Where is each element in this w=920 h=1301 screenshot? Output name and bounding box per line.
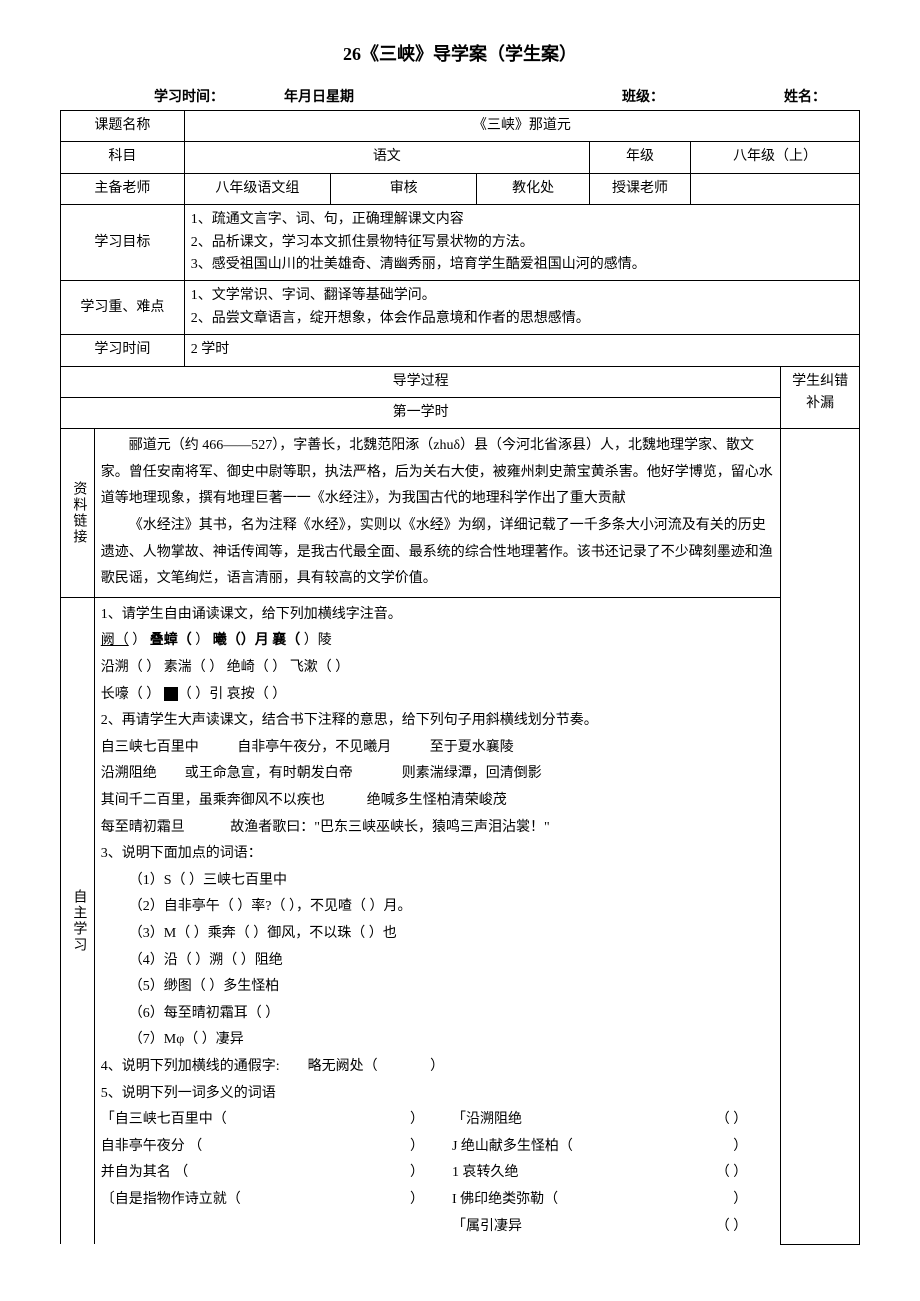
q5-right: I 佛印绝类弥勒（ [452,1192,558,1207]
correction-header: 学生纠错补漏 [781,366,860,429]
class-label: 班级： [622,86,664,106]
q1-line: 阙（ ） 叠蟑（ ） 曦（）月 襄（ ）陵 [101,628,774,655]
subject-label: 科目 [61,142,185,173]
q1-head: 1、请学生自由诵读课文，给下列加横线字注音。 [101,602,774,629]
focus-content: 1、文学常识、字词、翻译等基础学问。 2、品尝文章语言，绽开想象，体会作品意境和… [184,281,859,335]
lecturer-label: 授课老师 [589,173,690,204]
subject-value: 语文 [184,142,589,173]
q5-line: 「属引凄异（ ） [101,1214,774,1241]
meta-row: 学习时间： 年月日星期 班级： 姓名： [60,86,860,106]
resource-content: 郦道元（约 466——527），字善长，北魏范阳涿（zhuδ）县（今河北省涿县）… [94,429,780,598]
q3-item: （6）每至晴初霜耳（ ） [101,1001,774,1028]
grade-label: 年级 [589,142,690,173]
resource-label-cell: 资料链接 [61,429,95,598]
goal-line: 1、疏通文言字、词、句，正确理解课文内容 [191,209,853,231]
process-header: 导学过程 [61,366,781,397]
q5-left: 「自三峡七百里中（ [101,1112,227,1127]
review-value: 教化处 [477,173,590,204]
q3-item: （1）S（ ）三峡七百里中 [101,868,774,895]
worksheet-table: 课题名称 《三峡》那道元 科目 语文 年级 八年级（上） 主备老师 八年级语文组… [60,110,860,1245]
topic-label: 课题名称 [61,111,185,142]
table-row: 资料链接 郦道元（约 466——527），字善长，北魏范阳涿（zhuδ）县（今河… [61,429,860,598]
q1-item: 哀按（ [227,687,269,702]
time-value: 年月日星期 [284,86,354,106]
q1-item: 长嚎（ [101,687,143,702]
q3-item: （7）Mφ（ ）凄异 [101,1027,774,1054]
table-row: 学习重、难点 1、文学常识、字词、翻译等基础学问。 2、品尝文章语言，绽开想象，… [61,281,860,335]
resource-p2: 《水经注》其书，名为注释《水经》，实则以《水经》为纲，详细记载了一千多条大小河流… [101,513,774,593]
q5-head: 5、说明下列一词多义的词语 [101,1081,774,1108]
q3-item: （5）缈图（ ）多生怪柏 [101,974,774,1001]
q5-left: 并自为其名 [101,1165,171,1180]
q1-item: 叠蟑（ [150,633,192,648]
goal-line: 2、品析课文，学习本文抓住景物特征写景状物的方法。 [191,232,853,254]
q3-item: （2）自非亭午（ ）率?（ ），不见喳（ ）月。 [101,894,774,921]
q1-item: 曦（）月 [213,633,269,648]
q5-line: 并自为其名 （） 1 哀转久绝（ ） [101,1160,774,1187]
black-square-icon [164,687,178,701]
table-row: 学习目标 1、疏通文言字、词、句，正确理解课文内容 2、品析课文，学习本文抓住景… [61,205,860,281]
q1-line: 沿溯（ ） 素湍（ ） 绝崎（ ） 飞漱（ ） [101,655,774,682]
table-row: 自主学习 1、请学生自由诵读课文，给下列加横线字注音。 阙（ ） 叠蟑（ ） 曦… [61,597,860,1244]
period-header: 第一学时 [61,397,781,428]
table-row: 第一学时 [61,397,860,428]
q3-head: 3、说明下面加点的词语： [101,841,774,868]
goal-label: 学习目标 [61,205,185,281]
document-title: 26《三峡》导学案（学生案） [60,40,860,66]
q5-right: 「属引凄异 [452,1219,522,1234]
q5-right: 「沿溯阻绝 [452,1112,522,1127]
teacher-label: 主备老师 [61,173,185,204]
table-row: 导学过程 学生纠错补漏 [61,366,860,397]
q1-item: 素湍（ [164,660,206,675]
self-label-cell: 自主学习 [61,597,95,1244]
resource-p1: 郦道元（约 466——527），字善长，北魏范阳涿（zhuδ）县（今河北省涿县）… [101,433,774,513]
focus-line: 1、文学常识、字词、翻译等基础学问。 [191,285,853,307]
table-row: 主备老师 八年级语文组 审核 教化处 授课老师 [61,173,860,204]
q5-right: J 绝山献多生怪柏（ [452,1139,573,1154]
q1-item: 襄（ [272,633,300,648]
q3-item: （4）沿（ ）溯（ ）阻绝 [101,948,774,975]
name-label: 姓名： [784,86,826,106]
q2-line: 其间千二百里，虽乘奔御风不以疾也 绝喊多生怪柏清荣峻茂 [101,788,774,815]
q5-line: 自非亭午夜分 （） J 绝山献多生怪柏（） [101,1134,774,1161]
duration-value: 2 学时 [184,335,859,366]
q5-line: 「自三峡七百里中（） 「沿溯阻绝（ ） [101,1107,774,1134]
duration-label: 学习时间 [61,335,185,366]
resource-label: 资料链接 [67,481,89,545]
q2-head: 2、再请学生大声读课文，结合书下注释的意思，给下列句子用斜横线划分节奏。 [101,708,774,735]
q5-line: 〔自是指物作诗立就（） I 佛印绝类弥勒（） [101,1187,774,1214]
focus-line: 2、品尝文章语言，绽开想象，体会作品意境和作者的思想感情。 [191,308,853,330]
q1-item: ）陵 [304,633,332,648]
q4-head: 4、说明下列加横线的通假字: 略无阙处（ ） [101,1054,774,1081]
q5-left: 自非亭午夜分 [101,1139,185,1154]
q2-line: 沿溯阻绝 或王命急宣，有时朝发白帝 则素湍绿潭，回清倒影 [101,761,774,788]
grade-value: 八年级（上） [691,142,860,173]
q1-item: 飞漱（ [290,660,332,675]
q1-item: 绝崎（ [227,660,269,675]
focus-label: 学习重、难点 [61,281,185,335]
q1-item: 沿溯（ [101,660,143,675]
self-content: 1、请学生自由诵读课文，给下列加横线字注音。 阙（ ） 叠蟑（ ） 曦（）月 襄… [94,597,780,1244]
correction-cell [781,429,860,1244]
q2-line: 自三峡七百里中 自非亭午夜分，不见曦月 至于夏水襄陵 [101,735,774,762]
time-label: 学习时间： [154,86,224,106]
q5-right: 1 哀转久绝 [452,1165,519,1180]
q1-item: ）引 [195,687,223,702]
q2-line: 每至晴初霜旦 故渔者歌曰："巴东三峡巫峡长，猿鸣三声泪沾裳！" [101,815,774,842]
q1-line: 长嚎（ ） （ ）引 哀按（ ） [101,682,774,709]
table-row: 课题名称 《三峡》那道元 [61,111,860,142]
goal-line: 3、感受祖国山川的壮美雄奇、清幽秀丽，培育学生酷爱祖国山河的感情。 [191,254,853,276]
table-row: 科目 语文 年级 八年级（上） [61,142,860,173]
lecturer-value [691,173,860,204]
teacher-value: 八年级语文组 [184,173,330,204]
q3-item: （3）M（ ）乘奔（ ）御风，不以珠（ ）也 [101,921,774,948]
review-label: 审核 [331,173,477,204]
q5-left: 〔自是指物作诗立就（ [101,1192,241,1207]
self-label: 自主学习 [67,889,89,953]
table-row: 学习时间 2 学时 [61,335,860,366]
topic-value: 《三峡》那道元 [184,111,859,142]
goal-content: 1、疏通文言字、词、句，正确理解课文内容 2、品析课文，学习本文抓住景物特征写景… [184,205,859,281]
q1-item: 阙（ [101,633,129,648]
